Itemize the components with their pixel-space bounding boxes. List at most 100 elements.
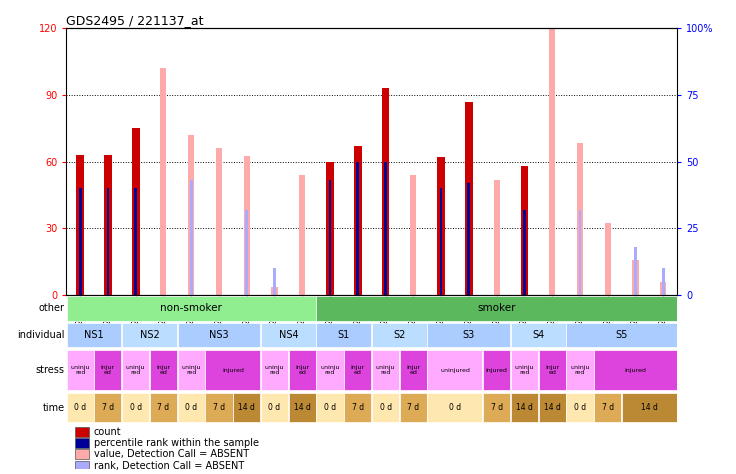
Text: injured: injured bbox=[625, 368, 646, 373]
Bar bbox=[344, 393, 372, 422]
Bar bbox=[66, 323, 121, 347]
Bar bbox=[134, 189, 137, 295]
Text: uninju
red: uninju red bbox=[570, 365, 590, 375]
Bar bbox=[177, 323, 261, 347]
Text: uninju
red: uninju red bbox=[320, 365, 340, 375]
Text: uninju
red: uninju red bbox=[71, 365, 90, 375]
Text: 7 d: 7 d bbox=[407, 403, 420, 412]
Text: injur
ed: injur ed bbox=[295, 365, 309, 375]
Bar bbox=[66, 296, 316, 321]
Bar bbox=[329, 181, 331, 295]
Text: injur
ed: injur ed bbox=[545, 365, 559, 375]
Bar bbox=[150, 393, 177, 422]
Text: injur
ed: injur ed bbox=[406, 365, 420, 375]
Text: injur
ed: injur ed bbox=[156, 365, 171, 375]
Bar bbox=[511, 350, 538, 390]
Bar bbox=[122, 323, 177, 347]
Bar bbox=[289, 393, 316, 422]
Bar bbox=[122, 393, 149, 422]
Bar bbox=[354, 146, 361, 295]
Bar bbox=[566, 323, 677, 347]
Bar bbox=[523, 210, 526, 295]
Bar bbox=[75, 461, 89, 471]
Text: 0 d: 0 d bbox=[574, 403, 586, 412]
Bar bbox=[261, 393, 288, 422]
Text: S3: S3 bbox=[463, 330, 475, 340]
Bar bbox=[132, 128, 140, 295]
Bar bbox=[150, 350, 177, 390]
Bar bbox=[372, 393, 399, 422]
Bar bbox=[578, 210, 581, 295]
Text: 0 d: 0 d bbox=[449, 403, 461, 412]
Bar bbox=[272, 287, 277, 295]
Text: rank, Detection Call = ABSENT: rank, Detection Call = ABSENT bbox=[93, 461, 244, 471]
Text: injured: injured bbox=[222, 368, 244, 373]
Text: uninju
red: uninju red bbox=[265, 365, 284, 375]
Text: 7 d: 7 d bbox=[491, 403, 503, 412]
Text: NS4: NS4 bbox=[278, 330, 298, 340]
Bar bbox=[233, 393, 261, 422]
Bar bbox=[577, 143, 583, 295]
Bar bbox=[483, 393, 510, 422]
Text: 14 d: 14 d bbox=[238, 403, 255, 412]
Bar bbox=[94, 350, 121, 390]
Text: count: count bbox=[93, 427, 121, 437]
Text: injured: injured bbox=[486, 368, 508, 373]
Text: 14 d: 14 d bbox=[641, 403, 658, 412]
Text: 0 d: 0 d bbox=[380, 403, 392, 412]
Bar bbox=[400, 393, 427, 422]
Bar bbox=[566, 393, 593, 422]
Bar bbox=[245, 210, 248, 295]
Bar bbox=[94, 393, 121, 422]
Text: S5: S5 bbox=[615, 330, 628, 340]
Text: uninju
red: uninju red bbox=[126, 365, 146, 375]
Bar bbox=[539, 393, 566, 422]
Bar bbox=[300, 175, 305, 295]
Bar bbox=[539, 350, 566, 390]
Bar bbox=[316, 323, 372, 347]
Bar bbox=[622, 393, 677, 422]
Bar bbox=[205, 393, 233, 422]
Bar bbox=[160, 68, 166, 295]
Text: 0 d: 0 d bbox=[324, 403, 336, 412]
Bar bbox=[216, 148, 222, 295]
Bar bbox=[372, 323, 427, 347]
Bar bbox=[205, 350, 261, 390]
Text: GDS2495 / 221137_at: GDS2495 / 221137_at bbox=[66, 14, 204, 27]
Text: 7 d: 7 d bbox=[352, 403, 364, 412]
Bar bbox=[511, 393, 538, 422]
Bar bbox=[494, 181, 500, 295]
Bar bbox=[177, 350, 205, 390]
Text: uninju
red: uninju red bbox=[376, 365, 395, 375]
Bar bbox=[79, 189, 82, 295]
Text: 14 d: 14 d bbox=[294, 403, 311, 412]
Bar bbox=[316, 393, 344, 422]
Bar bbox=[465, 102, 473, 295]
Bar bbox=[439, 189, 442, 295]
Text: 0 d: 0 d bbox=[185, 403, 197, 412]
Text: 0 d: 0 d bbox=[269, 403, 280, 412]
Text: injur
ed: injur ed bbox=[101, 365, 115, 375]
Bar bbox=[289, 350, 316, 390]
Bar bbox=[594, 393, 621, 422]
Bar bbox=[410, 175, 417, 295]
Bar bbox=[104, 155, 112, 295]
Text: percentile rank within the sample: percentile rank within the sample bbox=[93, 438, 259, 448]
Bar bbox=[261, 323, 316, 347]
Text: 7 d: 7 d bbox=[158, 403, 169, 412]
Bar bbox=[122, 350, 149, 390]
Text: uninju
red: uninju red bbox=[182, 365, 201, 375]
Bar bbox=[177, 393, 205, 422]
Bar bbox=[428, 323, 510, 347]
Bar bbox=[77, 155, 84, 295]
Bar bbox=[273, 268, 276, 295]
Bar bbox=[520, 166, 528, 295]
Bar bbox=[190, 181, 193, 295]
Bar bbox=[372, 350, 399, 390]
Text: 14 d: 14 d bbox=[544, 403, 561, 412]
Text: stress: stress bbox=[36, 365, 65, 375]
Bar bbox=[75, 438, 89, 448]
Bar bbox=[66, 393, 93, 422]
Bar bbox=[632, 260, 639, 295]
Bar bbox=[261, 350, 288, 390]
